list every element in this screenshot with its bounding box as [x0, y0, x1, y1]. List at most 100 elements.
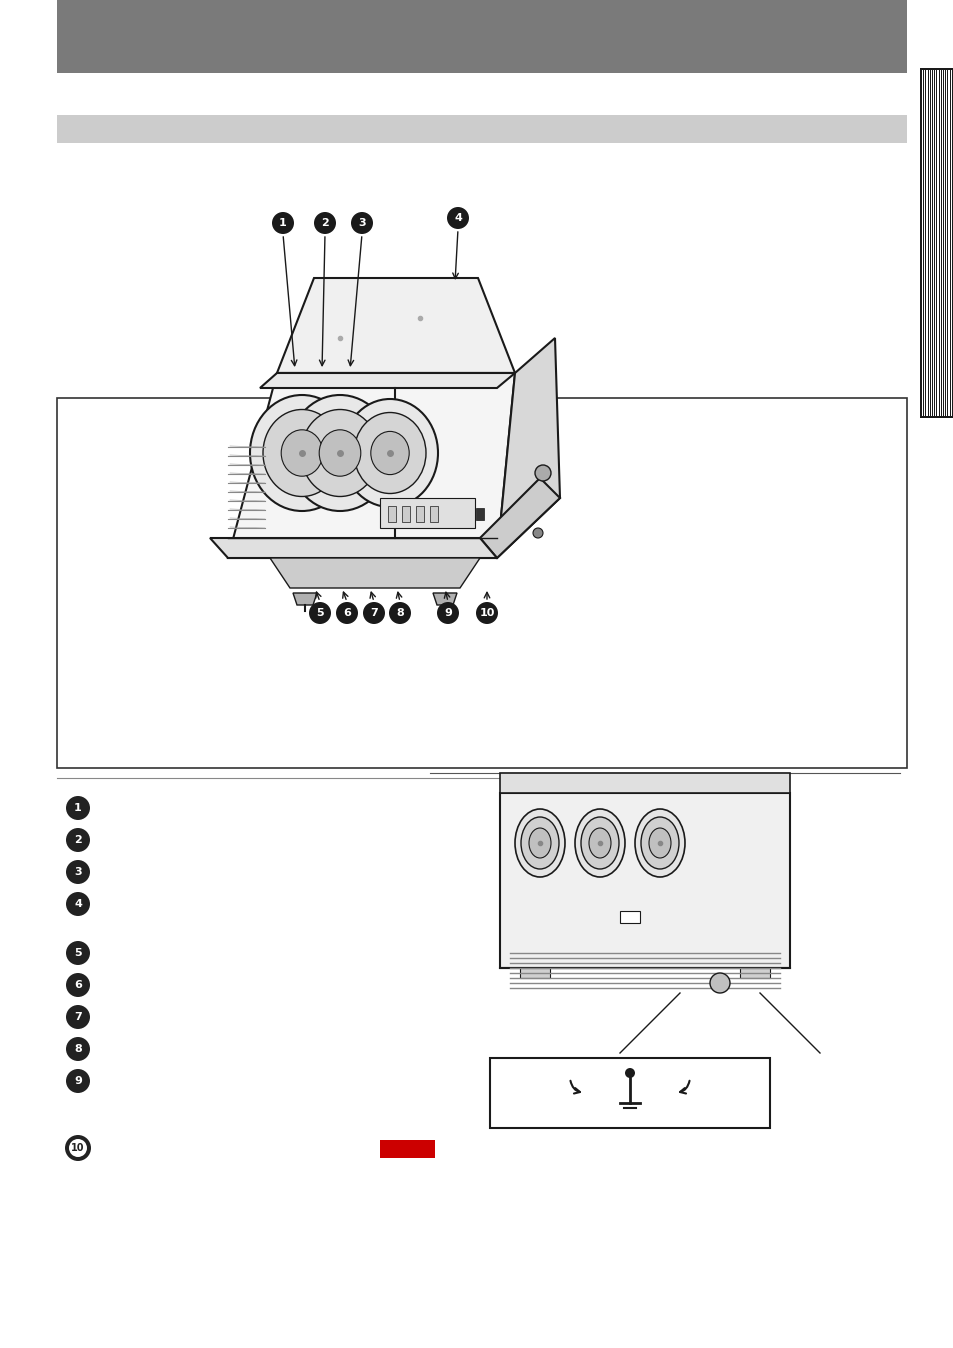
Circle shape [709, 973, 729, 993]
Text: 8: 8 [395, 608, 403, 617]
Bar [401, 506, 410, 522]
Bar [476, 508, 483, 520]
Circle shape [66, 1006, 90, 1029]
Bar [379, 497, 475, 528]
Text: 9: 9 [443, 608, 452, 617]
Bar [932, 70, 933, 417]
Ellipse shape [515, 809, 564, 878]
Bar [947, 70, 948, 417]
Text: 1: 1 [279, 218, 287, 228]
Ellipse shape [588, 828, 610, 857]
Bar [57, 115, 906, 143]
Bar [941, 70, 942, 417]
Ellipse shape [288, 395, 392, 511]
Bar [379, 1140, 435, 1158]
Circle shape [66, 892, 90, 917]
Polygon shape [293, 593, 316, 605]
Bar [740, 968, 769, 979]
Circle shape [335, 603, 357, 624]
Circle shape [314, 212, 335, 235]
Circle shape [624, 1068, 635, 1078]
Ellipse shape [301, 410, 378, 496]
Circle shape [65, 1135, 91, 1161]
Circle shape [66, 973, 90, 998]
Text: 4: 4 [74, 899, 82, 909]
Bar [930, 70, 931, 417]
Ellipse shape [263, 410, 340, 496]
Ellipse shape [319, 430, 360, 476]
Text: 6: 6 [74, 980, 82, 989]
Circle shape [309, 603, 331, 624]
Bar [921, 70, 923, 417]
Circle shape [66, 1069, 90, 1093]
Text: 7: 7 [74, 1012, 82, 1022]
Bar [937, 70, 938, 417]
Circle shape [436, 603, 458, 624]
Circle shape [66, 797, 90, 820]
Ellipse shape [281, 430, 322, 476]
Text: 8: 8 [74, 1043, 82, 1054]
Text: 10: 10 [478, 608, 495, 617]
Circle shape [66, 860, 90, 884]
Text: 2: 2 [74, 834, 82, 845]
Bar [416, 506, 423, 522]
Circle shape [69, 1139, 87, 1157]
Ellipse shape [648, 828, 670, 857]
Text: 10: 10 [71, 1143, 85, 1153]
Bar [925, 70, 926, 417]
Ellipse shape [341, 399, 437, 507]
Circle shape [533, 528, 542, 538]
Ellipse shape [250, 395, 354, 511]
Polygon shape [228, 373, 515, 558]
Circle shape [363, 603, 385, 624]
Polygon shape [479, 479, 559, 558]
Bar [57, 0, 906, 73]
Polygon shape [270, 558, 479, 588]
Ellipse shape [520, 817, 558, 869]
Circle shape [66, 828, 90, 852]
Text: 6: 6 [343, 608, 351, 617]
Text: 5: 5 [74, 948, 82, 958]
Bar [927, 70, 929, 417]
Circle shape [389, 603, 411, 624]
Ellipse shape [580, 817, 618, 869]
Bar [490, 1058, 769, 1128]
Bar [430, 506, 437, 522]
Text: 9: 9 [74, 1076, 82, 1086]
Polygon shape [433, 593, 456, 605]
Polygon shape [276, 278, 515, 373]
Polygon shape [210, 538, 497, 558]
Text: 1: 1 [74, 803, 82, 813]
Bar [619, 911, 639, 923]
Ellipse shape [640, 817, 679, 869]
Polygon shape [497, 338, 559, 558]
Ellipse shape [529, 828, 551, 857]
Bar [945, 70, 946, 417]
Bar [519, 968, 550, 979]
Text: 7: 7 [370, 608, 377, 617]
Ellipse shape [354, 412, 426, 493]
Text: 4: 4 [454, 213, 461, 222]
Bar [939, 70, 940, 417]
Circle shape [535, 465, 551, 481]
Bar [943, 70, 944, 417]
Ellipse shape [371, 431, 409, 474]
Bar [949, 70, 951, 417]
Text: 5: 5 [315, 608, 323, 617]
Circle shape [447, 208, 469, 229]
Text: 3: 3 [74, 867, 82, 878]
Bar [499, 772, 789, 793]
Polygon shape [260, 373, 515, 388]
Bar [499, 793, 789, 968]
Circle shape [66, 1037, 90, 1061]
Bar [57, 398, 906, 768]
Bar [934, 70, 936, 417]
Ellipse shape [575, 809, 624, 878]
Text: 2: 2 [321, 218, 329, 228]
Bar [919, 67, 953, 418]
Bar [388, 506, 395, 522]
Circle shape [272, 212, 294, 235]
Bar [923, 70, 924, 417]
Circle shape [66, 941, 90, 965]
Circle shape [476, 603, 497, 624]
